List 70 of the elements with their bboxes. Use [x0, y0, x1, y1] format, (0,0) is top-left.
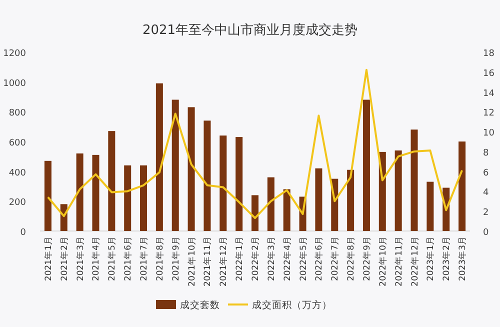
- chart-title: 2021年至今中山市商业月度成交走势: [142, 22, 358, 38]
- bar: [204, 120, 211, 231]
- x-tick-label: 2022年6月: [314, 236, 325, 282]
- x-tick-label: 2021年3月: [74, 236, 86, 282]
- y-tick-label: 200: [8, 198, 26, 208]
- bar: [426, 182, 434, 231]
- x-tick-label: 2022年2月: [250, 236, 261, 282]
- bar: [76, 153, 84, 231]
- bar: [315, 168, 322, 231]
- y-tick-label: 400: [8, 168, 26, 178]
- x-tick-label: 2022年11月: [393, 236, 404, 286]
- y-tick-label: 1200: [3, 49, 26, 59]
- y-tick-label: 600: [8, 138, 26, 148]
- line-series: [46, 68, 464, 220]
- bar: [347, 170, 354, 231]
- x-tick-label: 2023年1月: [425, 236, 436, 282]
- x-tick-label: 2021年4月: [90, 236, 102, 282]
- bar: [108, 131, 116, 231]
- y2-tick-label: 2: [483, 208, 489, 218]
- bar: [124, 165, 132, 231]
- y2-tick-label: 8: [483, 148, 489, 158]
- x-tick-label: 2022年12月: [409, 236, 420, 286]
- y2-tick-label: 10: [483, 128, 495, 139]
- x-tick-label: 2021年2月: [58, 236, 70, 282]
- y2-tick-label: 0: [483, 228, 489, 238]
- y2-tick-label: 4: [483, 188, 489, 198]
- x-tick-label: 2021年12月: [218, 236, 230, 286]
- x-tick-label: 2021年1月: [42, 236, 54, 282]
- bar: [220, 136, 227, 231]
- bar: [252, 195, 258, 231]
- y2-tick-label: 14: [483, 88, 495, 99]
- x-tick-label: 2023年2月: [441, 236, 452, 282]
- y2-tick-label: 16: [483, 68, 495, 79]
- bar: [410, 130, 418, 231]
- x-tick-label: 2022年3月: [266, 236, 277, 282]
- bar: [156, 83, 163, 231]
- x-tick-label: 2021年8月: [154, 236, 166, 282]
- x-tick-label: 2022年4月: [282, 236, 293, 282]
- y2-tick-label: 12: [483, 108, 494, 119]
- y-tick-label: 800: [8, 108, 26, 119]
- x-tick-label: 2021年11月: [202, 236, 214, 286]
- x-tick-label: 2021年10月: [186, 236, 198, 286]
- x-tick-label: 2022年10月: [377, 236, 388, 286]
- bar: [362, 100, 370, 231]
- x-tick-label: 2021年6月: [122, 236, 134, 282]
- x-tick-label: 2022年7月: [330, 236, 341, 282]
- x-tick-label: 2021年7月: [138, 236, 150, 282]
- bar: [283, 189, 290, 231]
- x-tick-label: 2021年9月: [170, 236, 182, 282]
- y-tick-label: 1000: [3, 78, 26, 89]
- bar: [92, 154, 100, 231]
- legend-label: 成交套数: [180, 299, 220, 311]
- x-tick-label: 2022年1月: [234, 236, 246, 282]
- bar: [236, 137, 243, 231]
- x-tick-label: 2022年9月: [361, 236, 372, 282]
- y2-tick-label: 18: [483, 49, 495, 59]
- x-tick-label: 2021年5月: [106, 236, 118, 282]
- y2-tick-label: 6: [483, 168, 489, 178]
- bar: [458, 142, 466, 231]
- bar: [44, 160, 52, 231]
- x-tick-label: 2022年8月: [346, 236, 357, 282]
- bar: [140, 165, 148, 231]
- bar: [267, 177, 274, 231]
- x-tick-label: 2023年3月: [457, 236, 468, 282]
- x-tick-label: 2022年5月: [298, 236, 309, 282]
- legend-label: 成交面积（万方）: [252, 299, 332, 311]
- y-tick-label: 0: [20, 228, 26, 238]
- bar: [188, 107, 195, 231]
- bar: [172, 100, 179, 231]
- bar: [394, 150, 402, 231]
